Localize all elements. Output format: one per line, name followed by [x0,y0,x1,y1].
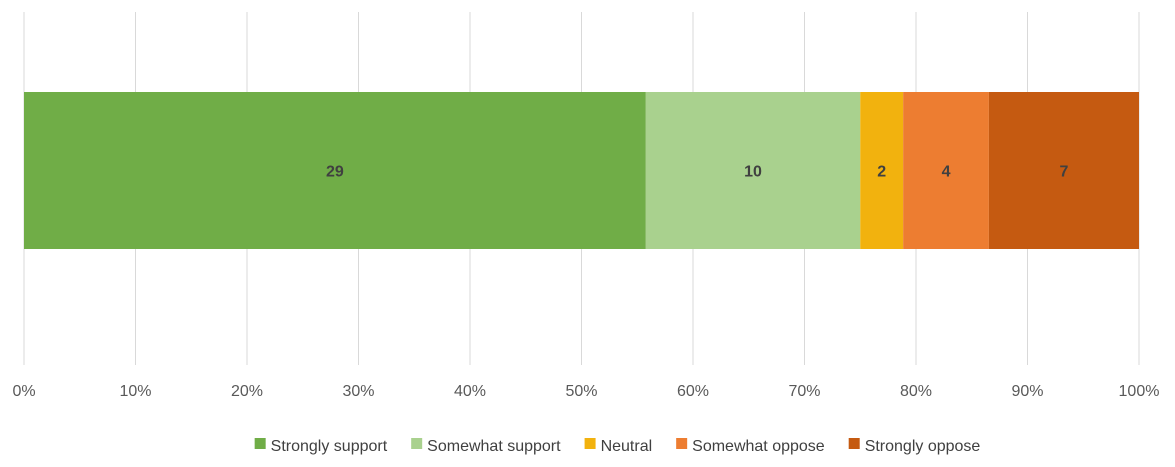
data-label: 10 [744,164,762,181]
x-tick-label: 50% [565,383,597,400]
x-tick-label: 60% [677,383,709,400]
legend-label: Neutral [601,438,653,455]
legend-swatch [676,438,688,449]
bar-segment-strongly-support [24,92,646,249]
x-tick-label: 10% [119,383,151,400]
x-tick-label: 40% [454,383,486,400]
bar-segment-strongly-oppose [988,92,1139,249]
legend-swatch [254,438,266,449]
bar-layer: 29 10 2 4 7 [24,92,1139,249]
legend-swatch [411,438,423,449]
legend-item-strongly-oppose: Strongly oppose [848,438,981,455]
legend-item-somewhat-oppose: Somewhat oppose [676,438,825,455]
legend-item-neutral: Neutral [584,438,653,455]
x-tick-label: 20% [231,383,263,400]
legend-label: Strongly oppose [865,438,981,455]
legend: Strongly support Somewhat support Neutral S… [254,438,981,455]
legend-swatch [584,438,596,449]
legend-label: Somewhat oppose [692,438,825,455]
bar-segment-neutral [860,92,904,249]
data-label: 4 [942,164,951,181]
legend-item-strongly-support: Strongly support [254,438,388,455]
data-label: 29 [326,164,344,181]
legend-label: Strongly support [271,438,388,455]
x-tick-label: 90% [1011,383,1043,400]
x-tick-label: 70% [788,383,820,400]
legend-item-somewhat-support: Somewhat support [411,438,561,455]
x-tick-label: 30% [342,383,374,400]
x-tick-label: 80% [900,383,932,400]
bar-segment-somewhat-support [645,92,861,249]
x-tick-label: 100% [1119,383,1160,400]
data-label: 2 [877,164,886,181]
x-axis-ticks: 0% 10% 20% 30% 40% 50% 60% 70% 80% 90% 100% [12,383,1159,400]
bar-segment-somewhat-oppose [903,92,989,249]
data-label: 7 [1059,164,1068,181]
legend-label: Somewhat support [427,438,561,455]
legend-swatch [848,438,860,449]
x-tick-label: 0% [12,383,35,400]
